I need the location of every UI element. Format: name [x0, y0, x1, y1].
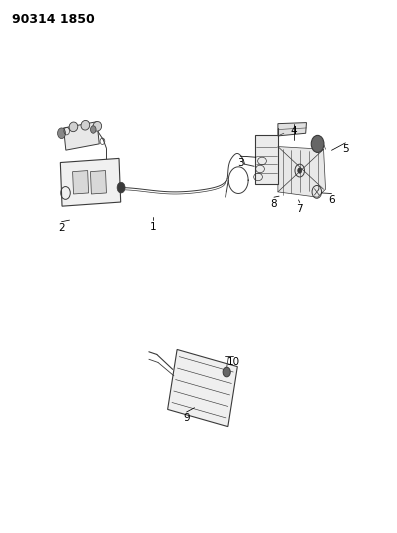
- Circle shape: [223, 367, 230, 377]
- Text: 1: 1: [150, 222, 156, 231]
- Text: 4: 4: [291, 126, 297, 135]
- Text: 7: 7: [297, 204, 303, 214]
- Bar: [91, 171, 106, 194]
- Circle shape: [58, 128, 66, 139]
- Ellipse shape: [81, 120, 90, 130]
- Text: 90314 1850: 90314 1850: [12, 13, 94, 26]
- Bar: [255, 135, 278, 184]
- Bar: [168, 350, 237, 426]
- Bar: [73, 171, 89, 194]
- Text: 5: 5: [342, 144, 349, 154]
- Circle shape: [117, 182, 125, 193]
- Text: 3: 3: [237, 158, 243, 167]
- Bar: [60, 158, 121, 206]
- Text: 6: 6: [328, 195, 335, 205]
- Bar: [64, 122, 99, 150]
- Circle shape: [311, 135, 324, 152]
- Text: 10: 10: [226, 358, 240, 367]
- Circle shape: [298, 168, 302, 173]
- Text: 9: 9: [183, 414, 190, 423]
- Circle shape: [91, 126, 96, 133]
- Text: 2: 2: [58, 223, 65, 233]
- Ellipse shape: [93, 122, 102, 131]
- Polygon shape: [278, 123, 306, 136]
- Ellipse shape: [69, 122, 78, 132]
- Text: 8: 8: [271, 199, 277, 208]
- Polygon shape: [278, 147, 326, 197]
